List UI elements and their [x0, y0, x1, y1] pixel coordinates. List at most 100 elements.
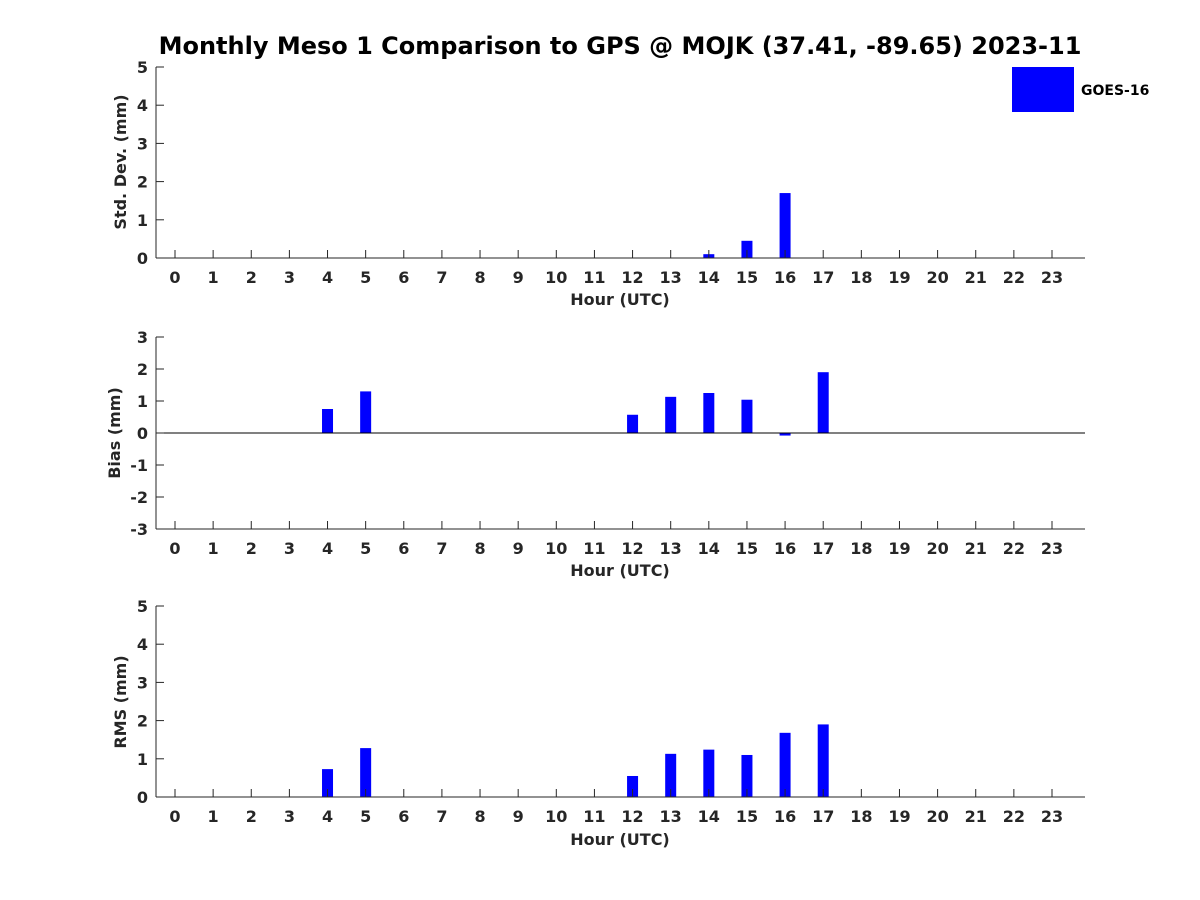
x-tick-label: 17: [812, 268, 834, 287]
x-tick-label: 14: [698, 807, 720, 826]
x-tick-label: 20: [926, 539, 948, 558]
x-tick-label: 7: [436, 539, 447, 558]
x-tick-label: 8: [474, 807, 485, 826]
x-tick-label: 23: [1041, 539, 1063, 558]
y-tick-label: 3: [137, 328, 148, 347]
x-tick-label: 3: [284, 539, 295, 558]
y-tick-label: 3: [137, 134, 148, 153]
x-tick-label: 14: [698, 268, 720, 287]
x-tick-label: 3: [284, 807, 295, 826]
bar-rms-hour-12: [627, 775, 639, 797]
x-tick-label: 0: [169, 807, 180, 826]
x-tick-label: 7: [436, 268, 447, 287]
x-tick-label: 22: [1003, 807, 1025, 826]
bar-bias-hour-15: [741, 399, 753, 433]
x-tick-label: 5: [360, 268, 371, 287]
x-tick-label: 23: [1041, 807, 1063, 826]
x-tick-label: 21: [965, 539, 987, 558]
x-tick-label: 6: [398, 807, 409, 826]
x-tick-label: 22: [1003, 268, 1025, 287]
x-tick-label: 11: [583, 268, 605, 287]
y-tick-label: -2: [130, 488, 148, 507]
y-tick-label: 4: [137, 96, 148, 115]
x-tick-label: 12: [621, 539, 643, 558]
x-tick-label: 12: [621, 268, 643, 287]
x-axis-label-bias: Hour (UTC): [570, 561, 670, 580]
x-tick-label: 16: [774, 807, 796, 826]
x-tick-label: 18: [850, 268, 872, 287]
x-tick-label: 11: [583, 539, 605, 558]
x-axis-label-rms: Hour (UTC): [570, 830, 670, 849]
x-tick-label: 6: [398, 539, 409, 558]
x-tick-label: 13: [660, 807, 682, 826]
y-tick-label: 4: [137, 635, 148, 654]
y-tick-label: 2: [137, 712, 148, 731]
x-tick-label: 10: [545, 268, 567, 287]
x-tick-label: 2: [246, 539, 257, 558]
x-tick-label: 19: [888, 268, 910, 287]
bar-bias-hour-13: [665, 396, 677, 433]
x-tick-label: 4: [322, 539, 333, 558]
y-tick-label: 0: [137, 788, 148, 807]
y-tick-label: 2: [137, 173, 148, 192]
x-tick-label: 9: [513, 539, 524, 558]
x-tick-label: 0: [169, 268, 180, 287]
x-tick-label: 13: [660, 539, 682, 558]
y-tick-label: -3: [130, 520, 148, 539]
x-tick-label: 22: [1003, 539, 1025, 558]
x-tick-label: 12: [621, 807, 643, 826]
bar-rms-hour-15: [741, 754, 753, 797]
bars-std-dev: [703, 193, 791, 258]
x-tick-label: 5: [360, 539, 371, 558]
y-tick-label: -1: [130, 456, 148, 475]
bar-bias-hour-4: [322, 409, 334, 433]
y-tick-label: 5: [137, 597, 148, 616]
y-axis-label-rms: RMS (mm): [111, 655, 130, 748]
bar-rms-hour-4: [322, 769, 334, 797]
bars-bias: [322, 372, 829, 436]
x-tick-label: 8: [474, 268, 485, 287]
x-tick-label: 21: [965, 807, 987, 826]
x-tick-label: 9: [513, 807, 524, 826]
x-tick-label: 20: [926, 807, 948, 826]
bars-rms: [322, 724, 829, 797]
bar-std-dev-hour-15: [741, 240, 753, 258]
bar-rms-hour-17: [817, 724, 829, 797]
bar-bias-hour-12: [627, 414, 639, 433]
x-tick-label: 18: [850, 807, 872, 826]
legend-label: GOES-16: [1081, 83, 1149, 99]
x-tick-label: 2: [246, 268, 257, 287]
x-tick-label: 15: [736, 539, 758, 558]
legend: GOES-16: [1012, 67, 1149, 112]
x-tick-label: 0: [169, 539, 180, 558]
x-tick-label: 23: [1041, 268, 1063, 287]
x-tick-label: 1: [208, 268, 219, 287]
x-tick-label: 10: [545, 539, 567, 558]
x-tick-label: 1: [208, 539, 219, 558]
x-tick-label: 19: [888, 807, 910, 826]
x-axis-label-std-dev: Hour (UTC): [570, 290, 670, 309]
bar-rms-hour-16: [779, 732, 791, 797]
x-tick-label: 7: [436, 807, 447, 826]
x-tick-label: 5: [360, 807, 371, 826]
x-tick-label: 3: [284, 268, 295, 287]
x-tick-label: 11: [583, 807, 605, 826]
x-tick-label: 8: [474, 539, 485, 558]
legend-swatch: [1012, 67, 1074, 112]
bar-rms-hour-5: [360, 748, 372, 797]
y-tick-label: 0: [137, 249, 148, 268]
x-tick-label: 4: [322, 268, 333, 287]
x-tick-label: 20: [926, 268, 948, 287]
y-axis-label-bias: Bias (mm): [105, 387, 124, 479]
bar-bias-hour-16: [779, 433, 791, 436]
x-tick-label: 1: [208, 807, 219, 826]
bar-std-dev-hour-16: [779, 193, 791, 258]
x-tick-label: 2: [246, 807, 257, 826]
